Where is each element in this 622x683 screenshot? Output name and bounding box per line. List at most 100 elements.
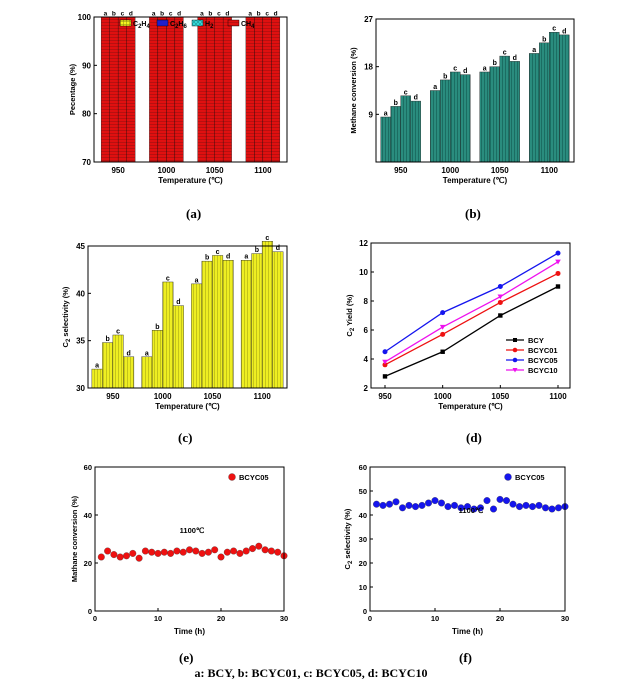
panel-e-point bbox=[198, 549, 206, 557]
panel-a-bar-letter: d bbox=[225, 11, 229, 18]
panel-e-point bbox=[274, 548, 282, 556]
panel-c-xtick-label: 950 bbox=[106, 392, 120, 401]
panel-d-ylabel: C2 Yield (%) bbox=[345, 294, 356, 337]
panel-a-bar-letter: d bbox=[177, 11, 181, 18]
panel-b-bar bbox=[489, 66, 500, 163]
panel-b-bar bbox=[499, 55, 510, 163]
panel-e-point bbox=[167, 549, 175, 557]
panel-c-bar-letter: d bbox=[176, 299, 180, 306]
panel-c-bar bbox=[141, 356, 153, 389]
panel-d-point bbox=[555, 250, 561, 256]
panel-e-point bbox=[223, 548, 231, 556]
panel-d-ytick-label: 8 bbox=[364, 297, 369, 306]
panel-d-point bbox=[382, 349, 388, 355]
panel-f-point bbox=[412, 503, 419, 511]
panel-b-bar-letter: b bbox=[443, 73, 447, 80]
panel-c-bar-letter: c bbox=[116, 328, 120, 335]
panel-e-point bbox=[123, 552, 130, 560]
panel-b-xtick-label: 1000 bbox=[441, 166, 459, 175]
panel-c-bar bbox=[261, 241, 273, 389]
panel-d-series-line bbox=[384, 272, 559, 366]
panel-d-xtick-label: 950 bbox=[378, 392, 392, 401]
panel-b-ytick-label: 27 bbox=[364, 15, 373, 24]
panel-f-ytick-label: 40 bbox=[359, 511, 367, 520]
panel-label-c: (c) bbox=[178, 430, 193, 445]
panel-e-point bbox=[129, 549, 137, 557]
panel-b-bar bbox=[390, 106, 401, 163]
panel-d-point bbox=[497, 294, 504, 300]
panel-a-xtick-label: 1050 bbox=[206, 166, 224, 175]
panel-d-xtick-label: 1100 bbox=[549, 392, 567, 401]
panel-d-xtick-label: 1050 bbox=[491, 392, 509, 401]
panel-c-bar bbox=[212, 255, 224, 389]
panel-a-ytick-label: 70 bbox=[82, 158, 91, 167]
panel-c-bar-letter: d bbox=[226, 254, 230, 261]
panel-a-bar-letter: c bbox=[121, 11, 125, 18]
panel-b-ytick-label: 9 bbox=[369, 110, 374, 119]
panel-f-ytick-label: 50 bbox=[359, 487, 367, 496]
panel-f-ytick-label: 10 bbox=[359, 583, 367, 592]
panel-c-ylabel: C2 selectivity (%) bbox=[61, 286, 72, 347]
panel-b-ylabel: Methane conversion (%) bbox=[349, 47, 358, 134]
panel-f-xtick-label: 20 bbox=[496, 614, 504, 623]
panel-a-bar-segment bbox=[205, 16, 215, 163]
panel-e-point bbox=[141, 547, 149, 555]
panel-a-bar-segment bbox=[117, 16, 127, 163]
panel-f-point bbox=[522, 501, 530, 509]
panel-f-point bbox=[379, 501, 387, 509]
panel-a-frame bbox=[93, 16, 288, 163]
panel-c-bar bbox=[162, 281, 174, 389]
panel-f-xtick-label: 10 bbox=[431, 614, 439, 623]
panel-e-point bbox=[116, 553, 124, 561]
panel-b-bar-letter: c bbox=[503, 50, 507, 57]
panel-c-bar bbox=[191, 283, 203, 389]
panel-b-bar-letter: b bbox=[394, 100, 398, 107]
panel-c-bar-letter: b bbox=[205, 255, 209, 262]
panel-a-legend-label: C2H4 bbox=[133, 21, 150, 30]
panel-a-bar-letter: c bbox=[217, 11, 221, 18]
panel-f-point bbox=[425, 499, 432, 507]
panel-f-point bbox=[535, 501, 543, 509]
panel-f-point bbox=[451, 501, 458, 509]
panel-c-bar bbox=[240, 260, 252, 389]
panel-e-point bbox=[242, 547, 250, 555]
panel-d-legend-marker bbox=[513, 338, 517, 342]
panel-f-frame bbox=[369, 466, 566, 612]
panel-a-bar-segment bbox=[100, 16, 110, 163]
panel-e-point bbox=[110, 551, 118, 559]
panel-d-point bbox=[555, 284, 561, 289]
figure-caption: a: BCY, b: BCYC01, c: BCYC05, d: BCYC10 bbox=[194, 666, 428, 680]
panel-a-bar-segment bbox=[245, 16, 255, 163]
panel-d-frame bbox=[370, 242, 571, 389]
panel-f-point bbox=[477, 504, 484, 512]
panel-e-point bbox=[160, 548, 168, 556]
panel-f-point bbox=[503, 497, 510, 505]
panel-f-point bbox=[548, 505, 556, 513]
panel-a-ytick-label: 80 bbox=[82, 110, 91, 119]
panel-a-ytick-label: 100 bbox=[78, 13, 92, 22]
panel-e-ytick-label: 60 bbox=[84, 463, 92, 472]
panel-f-xlabel: Time (h) bbox=[452, 627, 483, 636]
panel-c-bar bbox=[151, 330, 163, 389]
panel-a-bar-letter: b bbox=[112, 11, 116, 18]
panel-a-bar-letter: b bbox=[160, 11, 164, 18]
panel-a-bar-letter: a bbox=[152, 11, 156, 18]
panel-a-bar-segment bbox=[197, 16, 207, 163]
panel-f-legend-label: BCYC05 bbox=[515, 473, 545, 482]
panel-c-bar-letter: d bbox=[276, 245, 280, 252]
panel-d-ytick-label: 6 bbox=[364, 326, 369, 335]
panel-d-legend-marker bbox=[512, 347, 518, 353]
panel-a-bar-segment bbox=[149, 16, 159, 163]
panel-e-ytick-label: 40 bbox=[84, 511, 92, 520]
panel-e-xtick-label: 30 bbox=[280, 614, 288, 623]
panel-f-point bbox=[418, 501, 426, 509]
panel-e-point bbox=[267, 547, 275, 555]
panel-a-bar-segment bbox=[157, 16, 167, 163]
panel-e-point bbox=[217, 553, 225, 561]
panel-f-ytick-label: 20 bbox=[359, 559, 367, 568]
panel-d-point bbox=[555, 270, 561, 276]
panel-c-bar bbox=[102, 342, 114, 389]
panel-f-chart: 0 10 20 30 40 50 60 0 10 20 30 1100℃ BCYC05 C2 select… bbox=[343, 463, 569, 636]
